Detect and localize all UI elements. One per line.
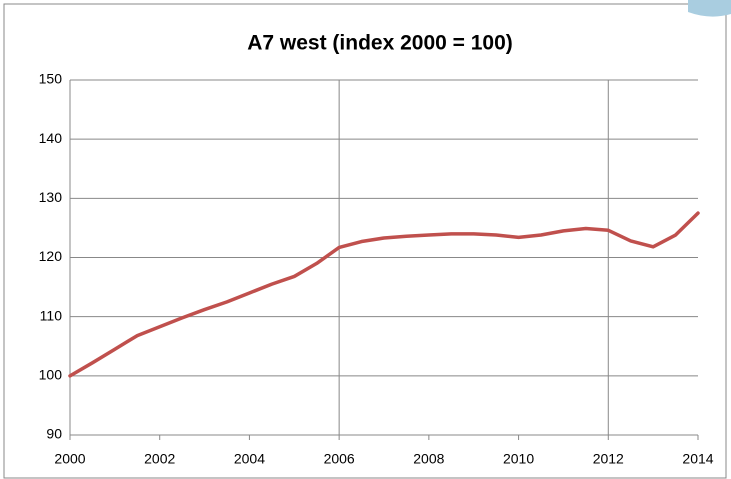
x-tick-label: 2000 bbox=[54, 451, 85, 467]
corner-decoration bbox=[688, 0, 731, 17]
y-tick-label: 130 bbox=[39, 189, 63, 205]
x-tick-label: 2014 bbox=[682, 451, 713, 467]
y-tick-label: 120 bbox=[39, 248, 63, 264]
y-tick-label: 110 bbox=[40, 307, 63, 323]
x-tick-label: 2012 bbox=[593, 451, 624, 467]
y-tick-label: 90 bbox=[46, 426, 62, 442]
y-tick-label: 140 bbox=[39, 130, 63, 146]
x-tick-label: 2010 bbox=[503, 451, 534, 467]
x-tick-label: 2006 bbox=[324, 451, 355, 467]
y-tick-label: 100 bbox=[39, 367, 63, 383]
x-tick-label: 2002 bbox=[144, 451, 175, 467]
x-tick-label: 2008 bbox=[413, 451, 444, 467]
x-tick-label: 2004 bbox=[234, 451, 265, 467]
y-tick-label: 150 bbox=[39, 71, 63, 87]
data-line bbox=[68, 211, 700, 378]
chart-title: A7 west (index 2000 = 100) bbox=[247, 32, 513, 55]
